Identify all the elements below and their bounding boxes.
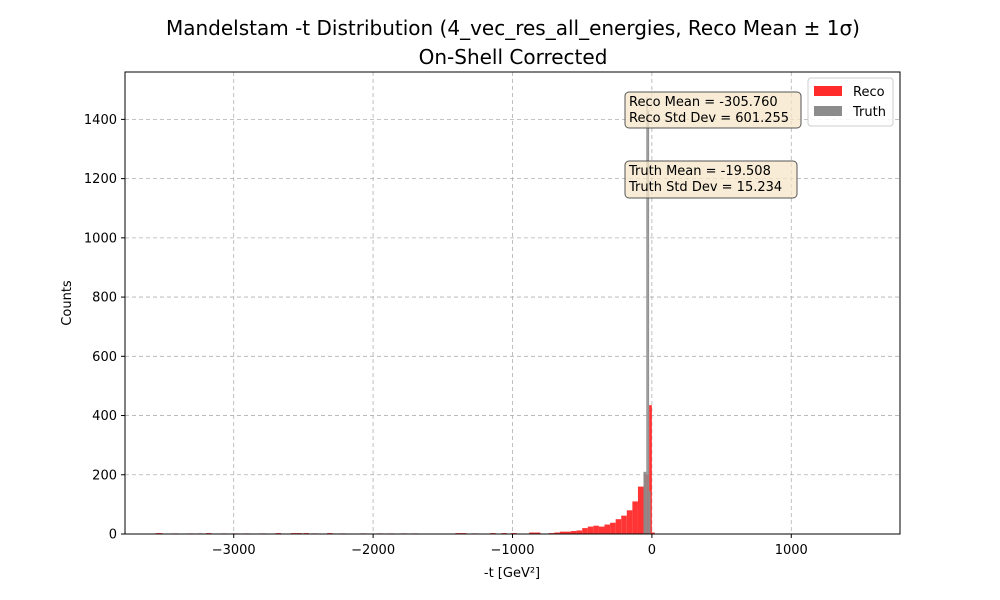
bar-reco bbox=[565, 531, 572, 534]
legend-label-truth: Truth bbox=[852, 105, 886, 120]
x-tick-label: −2000 bbox=[351, 543, 395, 558]
bar-truth bbox=[643, 471, 647, 534]
y-tick-label: 1400 bbox=[84, 113, 117, 128]
chart-title: Mandelstam -t Distribution (4_vec_res_al… bbox=[166, 16, 860, 40]
bar-reco bbox=[637, 486, 644, 534]
x-axis-label: -t [GeV²] bbox=[484, 566, 540, 581]
legend-swatch-reco bbox=[814, 86, 842, 96]
y-tick-label: 200 bbox=[92, 468, 117, 483]
y-tick-label: 1200 bbox=[84, 172, 117, 187]
y-tick-label: 600 bbox=[92, 350, 117, 365]
x-tick-label: −3000 bbox=[212, 543, 256, 558]
chart-subtitle: On-Shell Corrected bbox=[419, 45, 608, 69]
grid bbox=[125, 72, 900, 535]
legend-label-reco: Reco bbox=[853, 85, 885, 100]
bar-reco bbox=[582, 528, 588, 534]
reco-stats-box: Reco Mean = -305.760 Reco Std Dev = 601.… bbox=[624, 91, 802, 129]
bar-reco bbox=[587, 526, 594, 534]
x-tick-label: −1000 bbox=[491, 543, 535, 558]
reco-mean-text: Reco Mean = -305.760 bbox=[629, 95, 778, 110]
legend: Reco Truth bbox=[807, 77, 894, 127]
bar-reco bbox=[598, 526, 605, 534]
reco-stats-background bbox=[624, 91, 802, 129]
truth-std-text: Truth Std Dev = 15.234 bbox=[628, 180, 782, 195]
bar-reco bbox=[593, 525, 599, 534]
bar-reco bbox=[571, 531, 577, 534]
legend-swatch-truth bbox=[814, 106, 842, 116]
bar-reco bbox=[632, 501, 638, 534]
bar-truth bbox=[646, 97, 648, 534]
x-tick-label: 0 bbox=[648, 543, 656, 558]
bar-reco bbox=[649, 405, 652, 534]
truth-stats-background bbox=[624, 160, 798, 199]
bar-reco bbox=[559, 531, 566, 534]
bar-reco bbox=[534, 532, 541, 534]
bar-reco bbox=[610, 522, 616, 534]
y-tick-label: 0 bbox=[109, 528, 117, 543]
reco-std-text: Reco Std Dev = 601.255 bbox=[629, 111, 789, 126]
bar-reco bbox=[615, 519, 622, 534]
x-tick-label: 1000 bbox=[775, 543, 808, 558]
bar-truth bbox=[649, 491, 651, 534]
bar-truth bbox=[647, 110, 650, 534]
y-axis-label: Counts bbox=[60, 280, 75, 326]
bar-reco bbox=[604, 524, 611, 534]
y-tick-label: 1000 bbox=[84, 231, 117, 246]
bar-reco bbox=[529, 532, 535, 534]
truth-stats-box: Truth Mean = -19.508 Truth Std Dev = 15.… bbox=[624, 160, 798, 199]
truth-mean-text: Truth Mean = -19.508 bbox=[628, 164, 771, 179]
bar-reco bbox=[576, 530, 583, 534]
ticks: −3000 −2000 −1000 0 1000 0 200 400 600 800 1000 120… bbox=[84, 113, 808, 558]
bar-reco bbox=[554, 532, 560, 534]
bar-reco bbox=[651, 532, 655, 534]
y-tick-label: 800 bbox=[92, 291, 117, 306]
bar-reco bbox=[626, 510, 633, 534]
bar-reco bbox=[621, 515, 627, 534]
y-tick-label: 400 bbox=[92, 409, 117, 424]
